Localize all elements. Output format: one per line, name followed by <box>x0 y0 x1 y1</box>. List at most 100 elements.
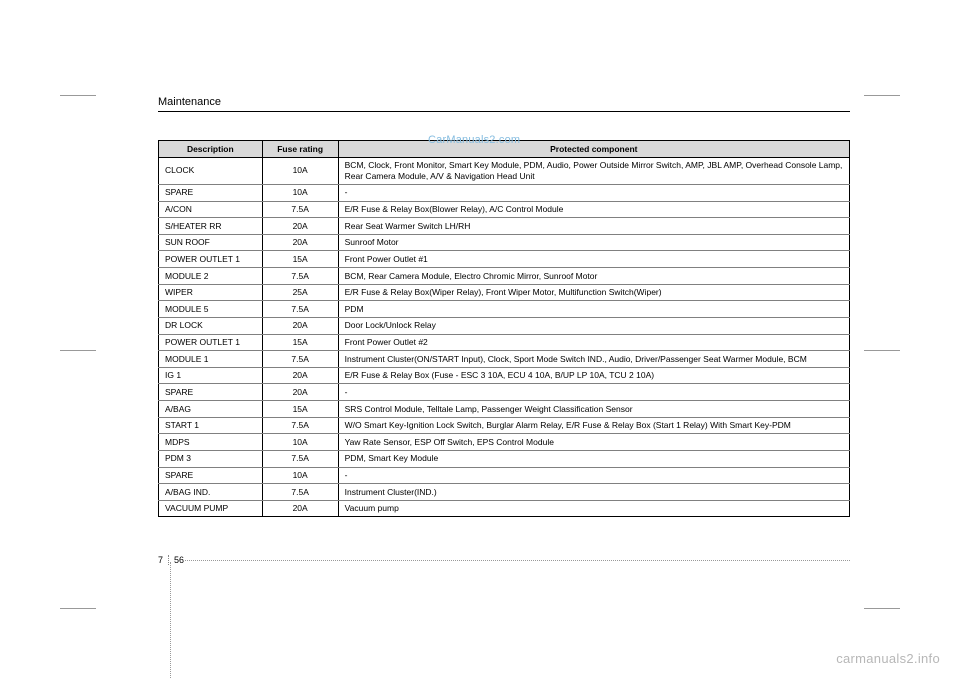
cell-fuse-rating: 10A <box>262 184 338 201</box>
section-title: Maintenance <box>158 96 850 112</box>
table-row: PDM 37.5APDM, Smart Key Module <box>159 450 850 467</box>
footer-brand: carmanuals2.info <box>836 651 940 666</box>
cell-description: SUN ROOF <box>159 234 263 251</box>
table-row: DR LOCK20ADoor Lock/Unlock Relay <box>159 317 850 334</box>
cell-fuse-rating: 20A <box>262 317 338 334</box>
cell-description: SPARE <box>159 467 263 484</box>
cell-description: MODULE 1 <box>159 351 263 368</box>
cell-description: START 1 <box>159 417 263 434</box>
cell-description: CLOCK <box>159 157 263 184</box>
cell-protected-component: PDM <box>338 301 849 318</box>
table-row: START 17.5AW/O Smart Key-Ignition Lock S… <box>159 417 850 434</box>
table-row: SPARE20A- <box>159 384 850 401</box>
cell-fuse-rating: 10A <box>262 467 338 484</box>
cell-protected-component: PDM, Smart Key Module <box>338 450 849 467</box>
cell-fuse-rating: 7.5A <box>262 301 338 318</box>
fuse-table-wrap: CarManuals2.com Description Fuse rating … <box>158 140 850 517</box>
cell-protected-component: - <box>338 467 849 484</box>
col-fuse-rating: Fuse rating <box>262 141 338 158</box>
cell-protected-component: Door Lock/Unlock Relay <box>338 317 849 334</box>
table-row: WIPER25AE/R Fuse & Relay Box(Wiper Relay… <box>159 284 850 301</box>
cell-fuse-rating: 20A <box>262 234 338 251</box>
footer-dotted-rule <box>182 560 850 561</box>
crop-mark <box>864 95 900 96</box>
table-row: A/CON7.5AE/R Fuse & Relay Box(Blower Rel… <box>159 201 850 218</box>
fuse-table: Description Fuse rating Protected compon… <box>158 140 850 517</box>
cell-fuse-rating: 15A <box>262 334 338 351</box>
cell-protected-component: E/R Fuse & Relay Box(Wiper Relay), Front… <box>338 284 849 301</box>
cell-fuse-rating: 7.5A <box>262 351 338 368</box>
cell-description: IG 1 <box>159 367 263 384</box>
cell-description: PDM 3 <box>159 450 263 467</box>
cell-description: VACUUM PUMP <box>159 500 263 517</box>
table-row: A/BAG15ASRS Control Module, Telltale Lam… <box>159 401 850 418</box>
cell-fuse-rating: 15A <box>262 401 338 418</box>
table-row: SPARE10A- <box>159 184 850 201</box>
table-row: MODULE 27.5ABCM, Rear Camera Module, Ele… <box>159 268 850 285</box>
cell-fuse-rating: 20A <box>262 384 338 401</box>
cell-protected-component: Rear Seat Warmer Switch LH/RH <box>338 218 849 235</box>
table-row: CLOCK10ABCM, Clock, Front Monitor, Smart… <box>159 157 850 184</box>
cell-fuse-rating: 20A <box>262 218 338 235</box>
cell-protected-component: Front Power Outlet #1 <box>338 251 849 268</box>
table-row: IG 120AE/R Fuse & Relay Box (Fuse - ESC … <box>159 367 850 384</box>
chapter-number: 7 <box>158 555 169 565</box>
cell-protected-component: Front Power Outlet #2 <box>338 334 849 351</box>
table-row: POWER OUTLET 115AFront Power Outlet #1 <box>159 251 850 268</box>
cell-protected-component: E/R Fuse & Relay Box (Fuse - ESC 3 10A, … <box>338 367 849 384</box>
cell-protected-component: Yaw Rate Sensor, ESP Off Switch, EPS Con… <box>338 434 849 451</box>
crop-mark <box>60 350 96 351</box>
cell-fuse-rating: 20A <box>262 367 338 384</box>
cell-fuse-rating: 7.5A <box>262 417 338 434</box>
cell-description: A/CON <box>159 201 263 218</box>
col-protected-component: Protected component <box>338 141 849 158</box>
crop-mark <box>60 608 96 609</box>
cell-protected-component: Sunroof Motor <box>338 234 849 251</box>
cell-protected-component: Instrument Cluster(IND.) <box>338 484 849 501</box>
footer-dotted-vertical <box>170 562 171 678</box>
cell-protected-component: Instrument Cluster(ON/START Input), Cloc… <box>338 351 849 368</box>
table-row: MODULE 17.5AInstrument Cluster(ON/START … <box>159 351 850 368</box>
cell-fuse-rating: 7.5A <box>262 201 338 218</box>
cell-description: A/BAG <box>159 401 263 418</box>
cell-protected-component: - <box>338 384 849 401</box>
cell-protected-component: BCM, Rear Camera Module, Electro Chromic… <box>338 268 849 285</box>
page: Maintenance CarManuals2.com Description … <box>0 0 960 678</box>
cell-fuse-rating: 10A <box>262 157 338 184</box>
cell-description: MODULE 5 <box>159 301 263 318</box>
table-row: POWER OUTLET 115AFront Power Outlet #2 <box>159 334 850 351</box>
col-description: Description <box>159 141 263 158</box>
cell-protected-component: BCM, Clock, Front Monitor, Smart Key Mod… <box>338 157 849 184</box>
crop-mark <box>864 350 900 351</box>
crop-mark <box>864 608 900 609</box>
table-row: VACUUM PUMP20AVacuum pump <box>159 500 850 517</box>
cell-fuse-rating: 15A <box>262 251 338 268</box>
table-row: A/BAG IND.7.5AInstrument Cluster(IND.) <box>159 484 850 501</box>
cell-description: MODULE 2 <box>159 268 263 285</box>
cell-protected-component: SRS Control Module, Telltale Lamp, Passe… <box>338 401 849 418</box>
cell-fuse-rating: 7.5A <box>262 484 338 501</box>
cell-fuse-rating: 10A <box>262 434 338 451</box>
cell-description: A/BAG IND. <box>159 484 263 501</box>
page-number: 756 <box>158 555 184 565</box>
table-row: SUN ROOF20ASunroof Motor <box>159 234 850 251</box>
cell-protected-component: E/R Fuse & Relay Box(Blower Relay), A/C … <box>338 201 849 218</box>
cell-fuse-rating: 7.5A <box>262 268 338 285</box>
cell-fuse-rating: 20A <box>262 500 338 517</box>
content-area: Maintenance CarManuals2.com Description … <box>158 96 850 517</box>
cell-description: POWER OUTLET 1 <box>159 334 263 351</box>
table-row: MODULE 57.5APDM <box>159 301 850 318</box>
table-row: S/HEATER RR20ARear Seat Warmer Switch LH… <box>159 218 850 235</box>
table-row: MDPS10AYaw Rate Sensor, ESP Off Switch, … <box>159 434 850 451</box>
crop-mark <box>60 95 96 96</box>
cell-fuse-rating: 25A <box>262 284 338 301</box>
table-row: SPARE10A- <box>159 467 850 484</box>
cell-protected-component: - <box>338 184 849 201</box>
cell-description: SPARE <box>159 384 263 401</box>
cell-protected-component: Vacuum pump <box>338 500 849 517</box>
cell-protected-component: W/O Smart Key-Ignition Lock Switch, Burg… <box>338 417 849 434</box>
cell-description: SPARE <box>159 184 263 201</box>
table-header-row: Description Fuse rating Protected compon… <box>159 141 850 158</box>
cell-description: DR LOCK <box>159 317 263 334</box>
cell-description: POWER OUTLET 1 <box>159 251 263 268</box>
